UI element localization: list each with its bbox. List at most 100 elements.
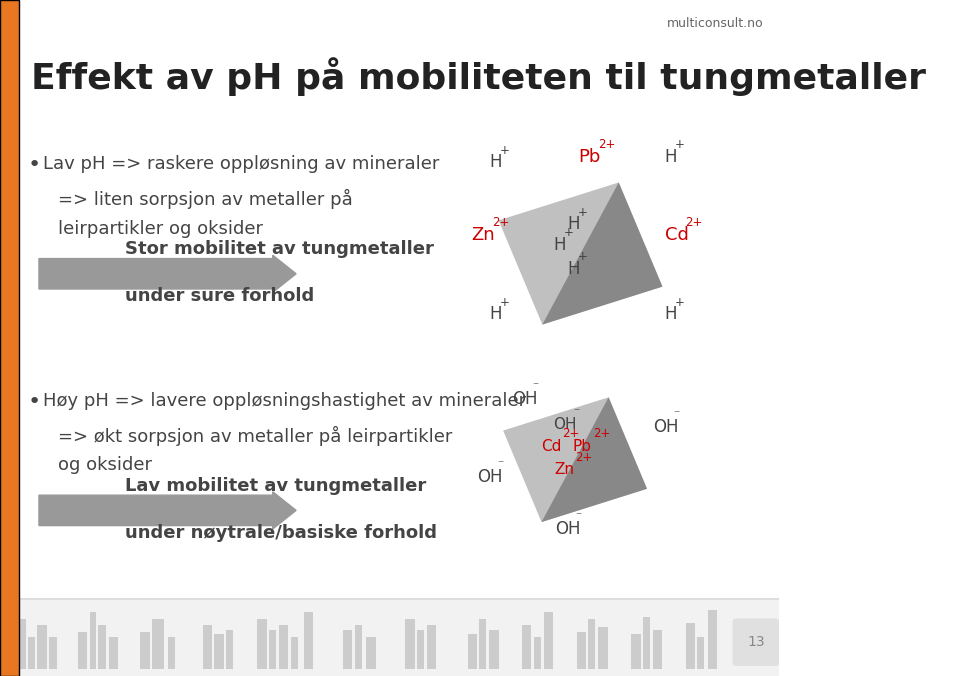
FancyBboxPatch shape: [0, 598, 780, 600]
Bar: [0, 598, 780, 676]
Bar: [269, 630, 276, 669]
Text: Høy pH => lavere oppløsningshastighet av mineraler: Høy pH => lavere oppløsningshastighet av…: [43, 392, 526, 410]
Text: •: •: [27, 155, 40, 176]
Bar: [257, 619, 267, 669]
Bar: [427, 625, 437, 669]
Text: +: +: [499, 143, 510, 157]
Text: 13: 13: [747, 635, 765, 649]
Text: 2+: 2+: [562, 427, 579, 441]
Text: => økt sorpsjon av metaller på leirpartikler: => økt sorpsjon av metaller på leirparti…: [59, 426, 453, 446]
Polygon shape: [498, 183, 662, 324]
Text: Stor mobilitet av tungmetaller: Stor mobilitet av tungmetaller: [125, 240, 434, 258]
Text: OH: OH: [555, 520, 580, 537]
FancyArrow shape: [39, 492, 296, 529]
Bar: [490, 630, 498, 669]
Bar: [214, 634, 224, 669]
Bar: [226, 630, 233, 669]
Bar: [49, 637, 57, 669]
Text: +: +: [577, 206, 588, 219]
Text: Lav mobilitet av tungmetaller: Lav mobilitet av tungmetaller: [125, 477, 426, 495]
Text: 2+: 2+: [593, 427, 611, 441]
Text: 2+: 2+: [575, 451, 592, 464]
Bar: [417, 630, 424, 669]
Text: ⁻: ⁻: [532, 380, 539, 393]
Text: •: •: [27, 392, 40, 412]
Bar: [168, 637, 175, 669]
Bar: [203, 625, 212, 669]
Text: Zn: Zn: [555, 462, 575, 477]
Text: +: +: [577, 250, 588, 264]
Bar: [468, 634, 477, 669]
Bar: [544, 612, 553, 669]
Polygon shape: [542, 183, 662, 324]
Bar: [685, 623, 695, 669]
Text: ⁻: ⁻: [575, 510, 582, 523]
Bar: [643, 617, 650, 669]
Bar: [78, 632, 87, 669]
Text: Cd: Cd: [541, 439, 562, 454]
Bar: [343, 630, 352, 669]
Text: OH: OH: [653, 418, 679, 436]
Text: ⁻: ⁻: [573, 406, 580, 419]
Bar: [534, 637, 540, 669]
Text: H: H: [567, 216, 580, 233]
Bar: [653, 630, 662, 669]
Text: Effekt av pH på mobiliteten til tungmetaller: Effekt av pH på mobiliteten til tungmeta…: [31, 57, 926, 96]
Bar: [367, 637, 375, 669]
Bar: [577, 632, 586, 669]
Text: +: +: [499, 295, 510, 309]
Text: +: +: [564, 226, 573, 239]
Bar: [405, 619, 415, 669]
Bar: [28, 637, 36, 669]
Text: H: H: [664, 306, 677, 323]
FancyArrow shape: [39, 256, 296, 292]
Text: ⁻: ⁻: [673, 408, 680, 422]
Text: 2+: 2+: [492, 216, 509, 229]
FancyBboxPatch shape: [0, 0, 19, 676]
Text: og oksider: og oksider: [59, 456, 153, 475]
Text: H: H: [553, 236, 565, 254]
Text: H: H: [490, 306, 502, 323]
Bar: [304, 612, 313, 669]
FancyBboxPatch shape: [732, 619, 780, 666]
Bar: [708, 610, 717, 669]
Text: ⁻: ⁻: [497, 458, 503, 471]
Bar: [37, 625, 47, 669]
Bar: [279, 625, 288, 669]
Bar: [98, 625, 106, 669]
Text: Lav pH => raskere oppløsning av mineraler: Lav pH => raskere oppløsning av minerale…: [43, 155, 440, 174]
Text: Zn: Zn: [471, 226, 495, 243]
Text: multiconsult.no: multiconsult.no: [667, 17, 763, 30]
Text: OH: OH: [512, 390, 538, 408]
Text: H: H: [664, 148, 677, 166]
Text: OH: OH: [553, 417, 577, 432]
Text: H: H: [490, 153, 502, 171]
Bar: [697, 637, 705, 669]
Text: leirpartikler og oksider: leirpartikler og oksider: [59, 220, 263, 238]
Text: +: +: [675, 138, 684, 151]
Bar: [355, 625, 362, 669]
Bar: [140, 632, 150, 669]
Text: OH: OH: [477, 468, 502, 485]
Bar: [89, 612, 96, 669]
Polygon shape: [541, 397, 647, 522]
Bar: [19, 619, 26, 669]
Bar: [291, 637, 298, 669]
Text: Pb: Pb: [578, 148, 601, 166]
Bar: [8, 632, 17, 669]
Text: H: H: [567, 260, 580, 278]
Bar: [631, 634, 640, 669]
Polygon shape: [503, 397, 647, 522]
Text: => liten sorpsjon av metaller på: => liten sorpsjon av metaller på: [59, 189, 353, 210]
Text: +: +: [675, 295, 684, 309]
Text: 2+: 2+: [684, 216, 703, 229]
Bar: [588, 619, 595, 669]
Bar: [598, 627, 608, 669]
Text: 2+: 2+: [598, 138, 615, 151]
Text: under sure forhold: under sure forhold: [125, 287, 314, 306]
Text: under nøytrale/basiske forhold: under nøytrale/basiske forhold: [125, 524, 437, 542]
Text: Cd: Cd: [664, 226, 688, 243]
Bar: [522, 625, 532, 669]
Text: Pb: Pb: [573, 439, 591, 454]
Bar: [109, 637, 118, 669]
